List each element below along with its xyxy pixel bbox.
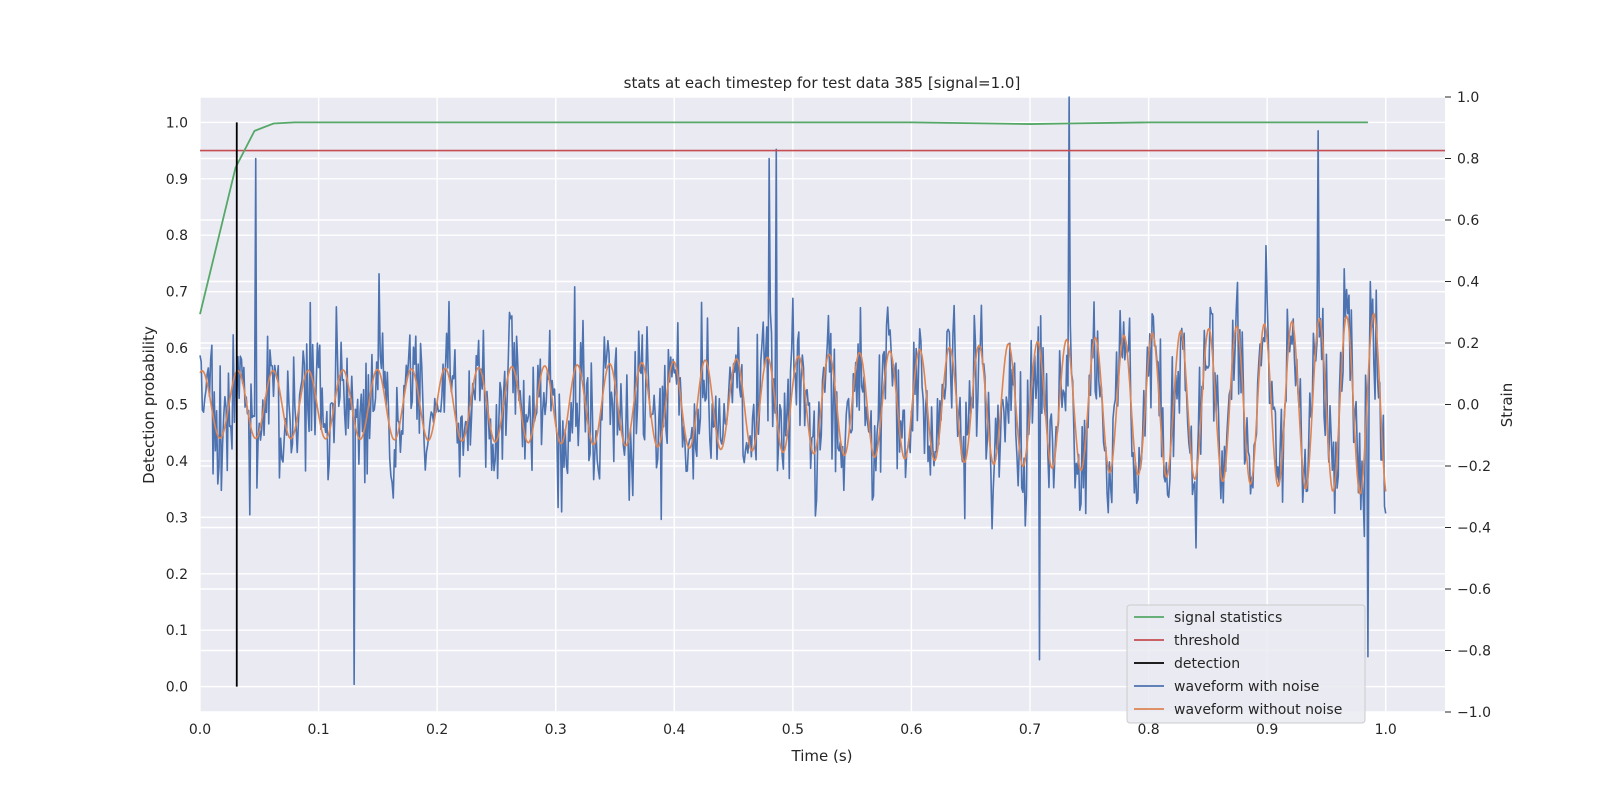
y-tick-label-right: −0.8: [1457, 644, 1491, 660]
x-tick-label: 0.2: [426, 722, 448, 738]
x-tick-label: 0.9: [1256, 722, 1278, 738]
x-tick-label: 0.6: [900, 722, 922, 738]
y-tick-label-left: 0.0: [166, 680, 188, 696]
y-axis-label-right: Strain: [1498, 383, 1516, 427]
y-tick-label-right: −0.2: [1457, 459, 1491, 475]
series-waveform-with-noise: [199, 96, 1387, 686]
legend-label: waveform without noise: [1174, 702, 1342, 718]
chart-title: stats at each timestep for test data 385…: [624, 74, 1021, 92]
x-tick-label: 0.8: [1137, 722, 1159, 738]
y-tick-label-right: −1.0: [1457, 705, 1491, 721]
y-tick-label-left: 0.3: [166, 510, 188, 526]
series-layer: [199, 96, 1445, 687]
y-tick-label-left: 0.8: [166, 228, 188, 244]
x-tick-label: 0.1: [307, 722, 329, 738]
legend-label: threshold: [1174, 633, 1240, 649]
y-tick-label-left: 0.9: [166, 172, 188, 188]
y-tick-label-left: 0.6: [166, 341, 188, 357]
y-tick-label-left: 0.4: [166, 454, 188, 470]
x-tick-label: 0.4: [663, 722, 685, 738]
y-tick-label-left: 1.0: [166, 115, 188, 131]
x-axis-label: Time (s): [791, 747, 853, 765]
legend-label: waveform with noise: [1174, 679, 1319, 695]
y-tick-label-left: 0.2: [166, 567, 188, 583]
y-tick-label-right: 0.8: [1457, 152, 1479, 168]
y-tick-label-left: 0.7: [166, 285, 188, 301]
legend-label: detection: [1174, 656, 1240, 672]
y-tick-label-left: 0.1: [166, 623, 188, 639]
series-waveform-without-noise: [199, 312, 1387, 495]
x-tick-label: 0.0: [189, 722, 211, 738]
y-tick-label-right: 0.4: [1457, 275, 1479, 291]
y-tick-label-right: 0.2: [1457, 336, 1479, 352]
series-signal-statistics: [199, 121, 1368, 315]
y-tick-label-right: 0.6: [1457, 213, 1479, 229]
x-tick-label: 1.0: [1375, 722, 1397, 738]
y-tick-label-left: 0.5: [166, 398, 188, 414]
y-tick-label-right: 1.0: [1457, 90, 1479, 106]
legend: signal statistics threshold detection wavef…: [1126, 604, 1366, 724]
y-tick-label-right: −0.4: [1457, 521, 1491, 537]
x-tick-label: 0.3: [545, 722, 567, 738]
y-axis-label-left: Detection probability: [140, 326, 158, 484]
y-tick-label-right: −0.6: [1457, 582, 1491, 598]
legend-label: signal statistics: [1174, 610, 1282, 626]
x-tick-label: 0.5: [782, 722, 804, 738]
legend-box: [1126, 604, 1366, 724]
y-tick-label-right: 0.0: [1457, 398, 1479, 414]
y-ticks-right: −1.0 −0.8 −0.6 −0.4 −0.2 0.0 0.2 0.4 0.6 0.8 1.0: [1445, 90, 1491, 721]
x-ticks: 0.0 0.1 0.2 0.3 0.4 0.5 0.6 0.7 0.8 0.9 1.0: [189, 722, 1397, 738]
x-tick-label: 0.7: [1019, 722, 1041, 738]
y-ticks-left: 0.0 0.1 0.2 0.3 0.4 0.5 0.6 0.7 0.8 0.9 1.0: [166, 115, 188, 695]
